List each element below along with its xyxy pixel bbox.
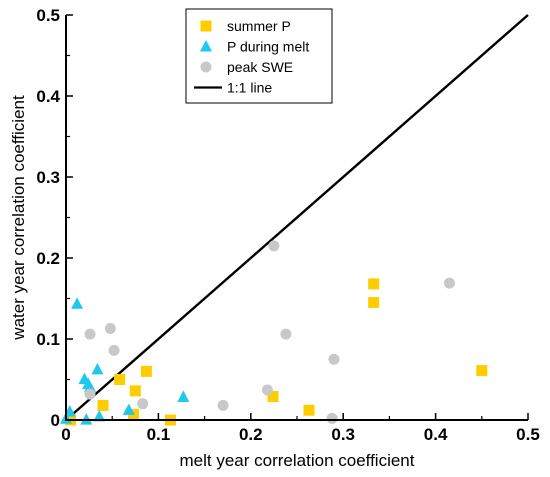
peak-swe-point — [326, 412, 338, 424]
legend-label: summer P — [227, 18, 291, 34]
y-tick-label: 0.4 — [36, 87, 60, 106]
peak-swe-point — [280, 328, 292, 340]
axes — [65, 14, 529, 421]
peak-swe-point — [217, 399, 229, 411]
summer-p-point — [140, 365, 152, 377]
p-during-melt-point — [84, 380, 97, 393]
summer-p-point — [368, 278, 380, 290]
p-during-melt-point — [91, 362, 104, 375]
peak-swe-point — [261, 384, 273, 396]
legend: summer P P during melt peak SWE 1:1 line — [185, 8, 333, 104]
series-square — [65, 278, 488, 426]
summer-p-point — [368, 297, 380, 309]
legend-square-icon — [200, 20, 212, 32]
peak-swe-point — [84, 388, 96, 400]
p-during-melt-point — [122, 403, 135, 415]
peak-swe-point — [84, 328, 96, 340]
x-tick-label: 0 — [61, 425, 70, 444]
summer-p-point — [97, 399, 109, 411]
p-during-melt-point — [71, 297, 84, 309]
one-to-one-line — [65, 14, 529, 421]
reference-line-layer — [65, 14, 529, 421]
summer-p-point — [476, 365, 488, 377]
peak-swe-point — [104, 322, 116, 334]
tick-labels: 0 0.1 0.2 0.3 0.4 0.5 0 0.1 0.2 0.3 0.4 0.5 — [36, 6, 539, 444]
legend-label: peak SWE — [227, 59, 293, 75]
p-during-melt-point — [177, 390, 190, 402]
summer-p-point — [267, 391, 279, 403]
peak-swe-point — [268, 240, 280, 252]
x-tick-label: 0.5 — [516, 425, 540, 444]
y-tick-label: 0 — [51, 411, 60, 430]
series-circle — [84, 240, 455, 424]
p-during-melt-point — [93, 409, 106, 422]
peak-swe-point — [137, 398, 149, 410]
legend-circle-icon — [200, 61, 212, 73]
summer-p-point — [303, 404, 315, 416]
p-during-melt-point — [80, 413, 93, 425]
peak-swe-point — [328, 353, 340, 365]
y-axis-title: water year correlation coefficient — [9, 95, 28, 341]
y-tick-label: 0.1 — [36, 330, 60, 349]
summer-p-point — [129, 385, 141, 397]
legend-label: 1:1 line — [227, 80, 272, 96]
y-tick-label: 0.5 — [36, 6, 60, 25]
y-tick-label: 0.3 — [36, 168, 60, 187]
peak-swe-point — [443, 277, 455, 289]
legend-triangle-icon — [200, 40, 212, 52]
x-tick-label: 0.4 — [424, 425, 448, 444]
x-axis-title: melt year correlation coefficient — [180, 451, 415, 470]
summer-p-point — [114, 374, 126, 385]
y-tick-label: 0.2 — [36, 249, 60, 268]
x-tick-label: 0.1 — [147, 425, 171, 444]
legend-label: P during melt — [227, 39, 309, 55]
series-triangle — [60, 297, 190, 425]
peak-swe-point — [108, 344, 120, 356]
x-tick-label: 0.2 — [239, 425, 263, 444]
x-tick-label: 0.3 — [331, 425, 355, 444]
data-points-layer — [60, 240, 488, 426]
